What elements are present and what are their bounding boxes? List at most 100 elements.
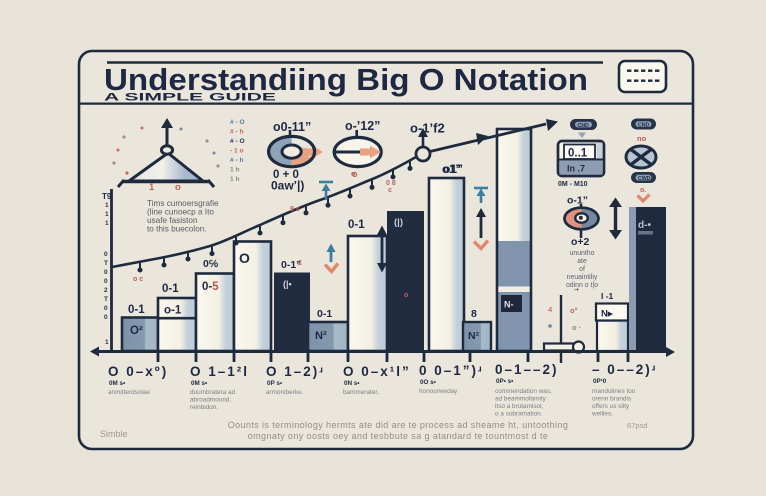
svg-text:armoniberke.: armoniberke. xyxy=(266,389,304,396)
svg-text:1: 1 xyxy=(105,211,109,218)
svg-text:o-’12”: o-’12” xyxy=(345,119,380,133)
svg-text:4: 4 xyxy=(548,305,553,314)
svg-text:0-1: 0-1 xyxy=(317,308,332,320)
svg-text:O: O xyxy=(239,250,250,266)
svg-text:0M s•: 0M s• xyxy=(109,380,125,387)
svg-text:0P• s•: 0P• s• xyxy=(496,378,513,385)
svg-text:odinn o t|o: odinn o t|o xyxy=(566,282,598,289)
svg-text:1 h: 1 h xyxy=(230,176,240,183)
svg-text:– 0––2)ʴ: – 0––2)ʴ xyxy=(592,362,657,377)
svg-text:O²: O² xyxy=(130,325,143,337)
svg-text:ununtho: ununtho xyxy=(570,250,595,257)
svg-text:0℅: 0℅ xyxy=(203,258,218,270)
svg-text:0-5: 0-5 xyxy=(202,281,219,293)
svg-text:0-1: 0-1 xyxy=(162,283,179,295)
svg-text:CWD: CWD xyxy=(638,176,651,182)
svg-text:0-1: 0-1 xyxy=(128,304,145,316)
svg-text:CND: CND xyxy=(638,122,649,128)
svg-text:1 h: 1 h xyxy=(230,167,240,174)
svg-text:honourweday: honourweday xyxy=(419,388,458,395)
svg-text:0: 0 xyxy=(104,305,108,312)
svg-text:0 0–1”)ʴ: 0 0–1”)ʴ xyxy=(419,363,483,378)
svg-text:(|): (|) xyxy=(394,217,403,228)
svg-text:# - h: # - h xyxy=(230,129,244,136)
svg-text:no: no xyxy=(637,134,647,143)
svg-text:o.: o. xyxy=(640,187,646,194)
svg-text:O 0–xº): O 0–xº) xyxy=(108,364,168,379)
svg-text:Simble: Simble xyxy=(100,429,128,439)
svg-text:0aw’|): 0aw’|) xyxy=(271,179,304,193)
svg-text:orenn brandis: orenn brandis xyxy=(592,396,631,403)
svg-text:8: 8 xyxy=(471,308,477,320)
svg-text:1: 1 xyxy=(149,182,155,193)
svg-text:Understandiing Big O Notation: Understandiing Big O Notation xyxy=(104,62,588,97)
svg-text:0M - M10: 0M - M10 xyxy=(558,181,588,188)
svg-text:N²: N² xyxy=(315,330,327,342)
svg-text:O 1–2)ʴ: O 1–2)ʴ xyxy=(266,364,325,379)
svg-text:o: o xyxy=(404,292,408,299)
svg-text:1: 1 xyxy=(105,339,109,346)
svg-text:o-1’f2: o-1’f2 xyxy=(410,121,445,136)
svg-text:of: of xyxy=(579,266,585,273)
svg-text:duumbratera ad: duumbratera ad xyxy=(190,389,236,396)
svg-text:o+2: o+2 xyxy=(571,236,590,248)
svg-text:(line cunoecp a Ito: (line cunoecp a Ito xyxy=(147,208,214,217)
svg-text:0: 0 xyxy=(104,278,108,285)
svg-text:c: c xyxy=(388,187,392,194)
svg-text:-•: -• xyxy=(574,287,579,294)
svg-text:0: 0 xyxy=(104,314,108,321)
svg-text:# - h: # - h xyxy=(230,157,244,164)
svg-text:0N s•: 0N s• xyxy=(344,380,360,387)
svg-text:1: 1 xyxy=(105,220,109,227)
svg-text:# - O: # - O xyxy=(230,119,245,126)
svg-text:N²: N² xyxy=(468,330,480,342)
svg-text:I -1: I -1 xyxy=(601,291,614,301)
svg-text:0 8: 0 8 xyxy=(386,180,396,187)
svg-text:N-: N- xyxy=(504,300,514,310)
svg-text:0M s•: 0M s• xyxy=(191,380,207,387)
svg-text:£: £ xyxy=(298,260,302,267)
svg-text:ad beammofamity: ad beammofamity xyxy=(495,396,547,403)
svg-text:o c: o c xyxy=(133,276,143,283)
svg-text:0: 0 xyxy=(104,251,108,258)
svg-text:2: 2 xyxy=(104,287,108,294)
svg-text:T9: T9 xyxy=(102,192,112,201)
svg-text:0–1––2): 0–1––2) xyxy=(495,362,559,377)
svg-text:0 + 0: 0 + 0 xyxy=(273,169,299,181)
svg-text:o a sobramation.: o a sobramation. xyxy=(495,411,543,418)
svg-text:0P¹0: 0P¹0 xyxy=(593,378,607,385)
svg-text:o°: o° xyxy=(570,306,578,315)
svg-text:o: o xyxy=(351,171,355,178)
svg-text:# - O: # - O xyxy=(230,138,245,145)
svg-text:T: T xyxy=(104,260,108,267)
svg-text:o-1”: o-1” xyxy=(567,195,588,207)
svg-text:o: o xyxy=(352,169,358,179)
svg-text:A SIMPLE GUIDE: A SIMPLE GUIDE xyxy=(104,92,276,104)
svg-text:N▸: N▸ xyxy=(601,309,614,320)
svg-text:67psd: 67psd xyxy=(627,421,647,430)
svg-text:commendation was,: commendation was, xyxy=(495,388,552,395)
svg-text:o1”: o1” xyxy=(443,162,463,176)
svg-text:anmitterdsolae: anmitterdsolae xyxy=(108,389,150,396)
svg-text:usafe fasiston: usafe fasiston xyxy=(147,216,198,225)
svg-text:o: o xyxy=(175,182,181,193)
svg-text:1: 1 xyxy=(105,202,109,209)
svg-text:9 s: 9 s xyxy=(290,206,300,213)
svg-text:reinbidon.: reinbidon. xyxy=(190,404,218,411)
svg-text:0P s•: 0P s• xyxy=(267,380,282,387)
svg-text:wellies.: wellies. xyxy=(591,411,613,418)
svg-text:Tims cumoersgrafie: Tims cumoersgrafie xyxy=(147,199,219,208)
svg-text:0..1: 0..1 xyxy=(568,148,588,160)
svg-text:o-1: o-1 xyxy=(164,305,182,317)
svg-text:O 0–x¹l”: O 0–x¹l” xyxy=(343,364,411,379)
svg-text:Oounts is terminology hermts a: Oounts is terminology hermts ate did are… xyxy=(228,420,569,430)
svg-text:O 1–1²l: O 1–1²l xyxy=(190,364,249,379)
svg-text:o0-11”: o0-11” xyxy=(273,120,311,134)
svg-text:- 1 o: - 1 o xyxy=(230,148,244,155)
svg-text:o1”: o1” xyxy=(442,164,461,176)
svg-text:0-1: 0-1 xyxy=(348,219,365,231)
svg-text:neuaintiliy: neuaintiliy xyxy=(567,274,598,281)
svg-text:0: 0 xyxy=(104,269,108,276)
svg-text:mandolines too: mandolines too xyxy=(592,388,636,395)
svg-text:itso a brutamisol,: itso a brutamisol, xyxy=(495,403,544,410)
